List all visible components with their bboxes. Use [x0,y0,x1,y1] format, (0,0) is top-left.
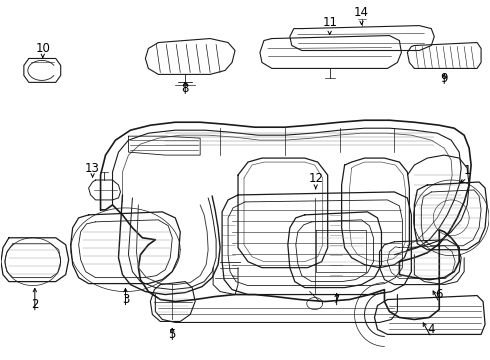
Text: 5: 5 [169,328,176,341]
Text: 6: 6 [436,288,443,301]
Text: 11: 11 [322,16,337,29]
Text: 7: 7 [333,293,341,306]
Text: 12: 12 [308,171,323,185]
Text: 8: 8 [181,82,189,95]
Text: 4: 4 [428,323,435,336]
Text: 13: 13 [85,162,100,175]
Text: 1: 1 [464,163,471,176]
Text: 2: 2 [31,298,39,311]
Text: 10: 10 [35,42,50,55]
Text: 14: 14 [354,6,369,19]
Text: 3: 3 [122,293,129,306]
Text: 9: 9 [441,72,448,85]
